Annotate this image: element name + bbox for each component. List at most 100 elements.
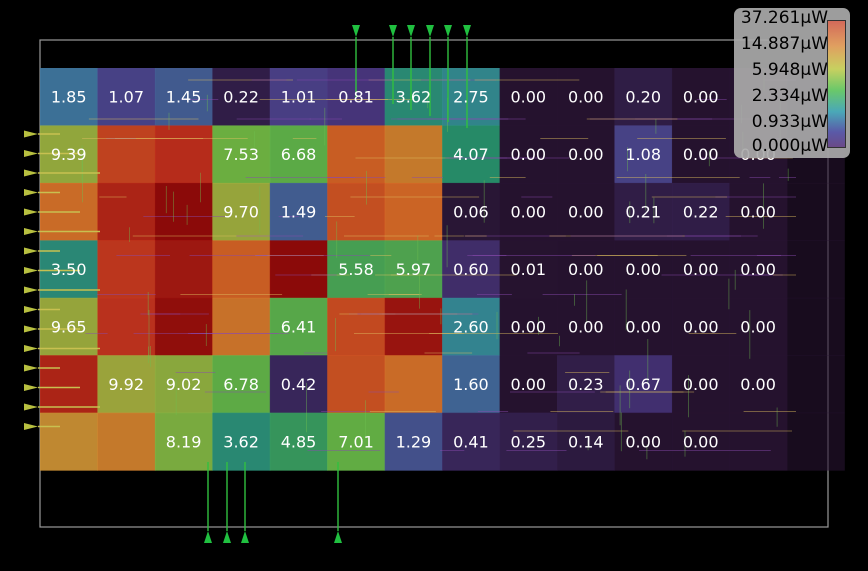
- heatmap-cell: [212, 297, 271, 356]
- heatmap-cell: [671, 125, 730, 184]
- cell-value-label: 3.62: [396, 88, 432, 107]
- heatmap-cell: [154, 355, 213, 414]
- cell-value-label: 9.65: [51, 318, 87, 337]
- cell-value-label: 0.23: [568, 375, 604, 394]
- heatmap-cell: [442, 68, 501, 126]
- colorbar-label-4: 0.933µW: [751, 112, 828, 132]
- heatmap-cell: [499, 355, 558, 414]
- cell-value-label: 2.60: [453, 318, 489, 337]
- heatmap-cell: [557, 182, 615, 241]
- heatmap-cell: [442, 125, 501, 184]
- heatmap-cell: [384, 240, 443, 299]
- io-pin-top: [463, 25, 471, 37]
- heatmap-cell: [614, 68, 673, 126]
- cell-value-label: 0.00: [740, 260, 776, 279]
- heatmap-cell: [212, 355, 271, 414]
- heatmap-cell: [442, 355, 501, 414]
- cell-value-label: 1.07: [108, 88, 144, 107]
- colorbar-label-2: 5.948µW: [751, 60, 828, 80]
- colorbar-label-3: 2.334µW: [751, 86, 828, 106]
- cell-value-label: 1.45: [166, 88, 202, 107]
- heatmap-cell: [442, 297, 501, 356]
- heatmap-cell: [97, 412, 156, 471]
- heatmap-cell: [786, 240, 845, 299]
- io-pin-bottom: [223, 531, 231, 543]
- io-pin-top: [444, 25, 452, 37]
- heatmap-cell: [786, 297, 845, 356]
- heatmap-cell: [671, 355, 730, 414]
- heatmap-cell: [557, 125, 615, 184]
- colorbar-label-1: 14.887µW: [740, 34, 828, 54]
- io-pin-left: [24, 423, 38, 430]
- cell-value-label: 0.00: [625, 432, 661, 451]
- heatmap-cell: [499, 68, 558, 126]
- colorbar-label-0: 37.261µW: [740, 8, 828, 28]
- heatmap-cell: [97, 182, 156, 241]
- heatmap-cell: [499, 240, 558, 299]
- heatmap-cell: [557, 412, 615, 471]
- cell-value-label: 5.97: [396, 260, 432, 279]
- heatmap-cell: [442, 182, 501, 241]
- io-pin-top: [426, 25, 434, 37]
- heatmap-cell: [557, 297, 615, 356]
- io-pin-bottom: [334, 531, 342, 543]
- heatmap-cell: [729, 240, 788, 299]
- heatmap-cell: [499, 297, 558, 356]
- io-pin-left: [24, 150, 38, 157]
- heatmap-cell: [786, 412, 845, 471]
- heatmap-cell: [212, 240, 271, 299]
- heatmap-cell: [269, 68, 328, 126]
- heatmap-cell: [154, 68, 213, 126]
- cell-value-label: 0.42: [281, 375, 317, 394]
- heatmap-cell: [729, 355, 788, 414]
- heatmap-cell: [97, 68, 156, 126]
- io-pin-left: [24, 208, 38, 216]
- cell-value-label: 0.00: [683, 432, 719, 451]
- cell-value-label: 0.00: [683, 145, 719, 164]
- heatmap-cell: [557, 355, 615, 414]
- cell-value-label: 0.00: [510, 375, 546, 394]
- cell-value-label: 3.50: [51, 260, 87, 279]
- cell-value-label: 7.01: [338, 432, 374, 451]
- heatmap-cell: [614, 297, 673, 356]
- cell-value-label: 0.00: [568, 260, 604, 279]
- colorbar-legend: 37.261µW 14.887µW 5.948µW 2.334µW 0.933µ…: [734, 8, 850, 158]
- heatmap-cell: [269, 297, 328, 356]
- cell-value-label: 7.53: [223, 145, 259, 164]
- cell-value-label: 0.00: [683, 88, 719, 107]
- heatmap-cell: [384, 68, 443, 126]
- heatmap-cell: [384, 182, 443, 241]
- heatmap-cell: [40, 355, 98, 414]
- cell-value-label: 0.00: [740, 318, 776, 337]
- heatmap-cell: [499, 125, 558, 184]
- io-pin-left: [24, 189, 38, 196]
- cell-value-label: 0.00: [568, 145, 604, 164]
- cell-value-label: 0.41: [453, 432, 489, 451]
- heatmap-cell: [154, 182, 213, 241]
- heatmap-cell: [327, 182, 386, 241]
- heatmap-cell: [671, 182, 730, 241]
- cell-value-label: 3.62: [223, 432, 259, 451]
- heatmap-cell: [212, 68, 271, 126]
- heatmap-cell: [671, 297, 730, 356]
- heatmap-cell: [269, 355, 328, 414]
- io-pin-top: [389, 25, 397, 37]
- colorbar-gradient: [827, 20, 846, 148]
- heatmap-cell: [384, 297, 443, 356]
- cell-value-label: 0.00: [683, 318, 719, 337]
- io-pin-left: [24, 169, 38, 177]
- io-pin-left: [24, 130, 38, 138]
- heatmap-cell: [384, 125, 443, 184]
- cell-value-label: 4.85: [281, 432, 317, 451]
- cell-value-label: 0.06: [453, 203, 489, 222]
- cell-value-label: 1.60: [453, 375, 489, 394]
- heatmap-cell: [442, 412, 501, 471]
- cell-value-label: 2.75: [453, 88, 489, 107]
- heatmap-cell: [557, 68, 615, 126]
- heatmap-cell: [154, 240, 213, 299]
- heatmap-cell: [40, 68, 98, 126]
- cell-value-label: 9.39: [51, 145, 87, 164]
- io-pin-left: [24, 345, 38, 352]
- heatmap-cell: [614, 125, 673, 184]
